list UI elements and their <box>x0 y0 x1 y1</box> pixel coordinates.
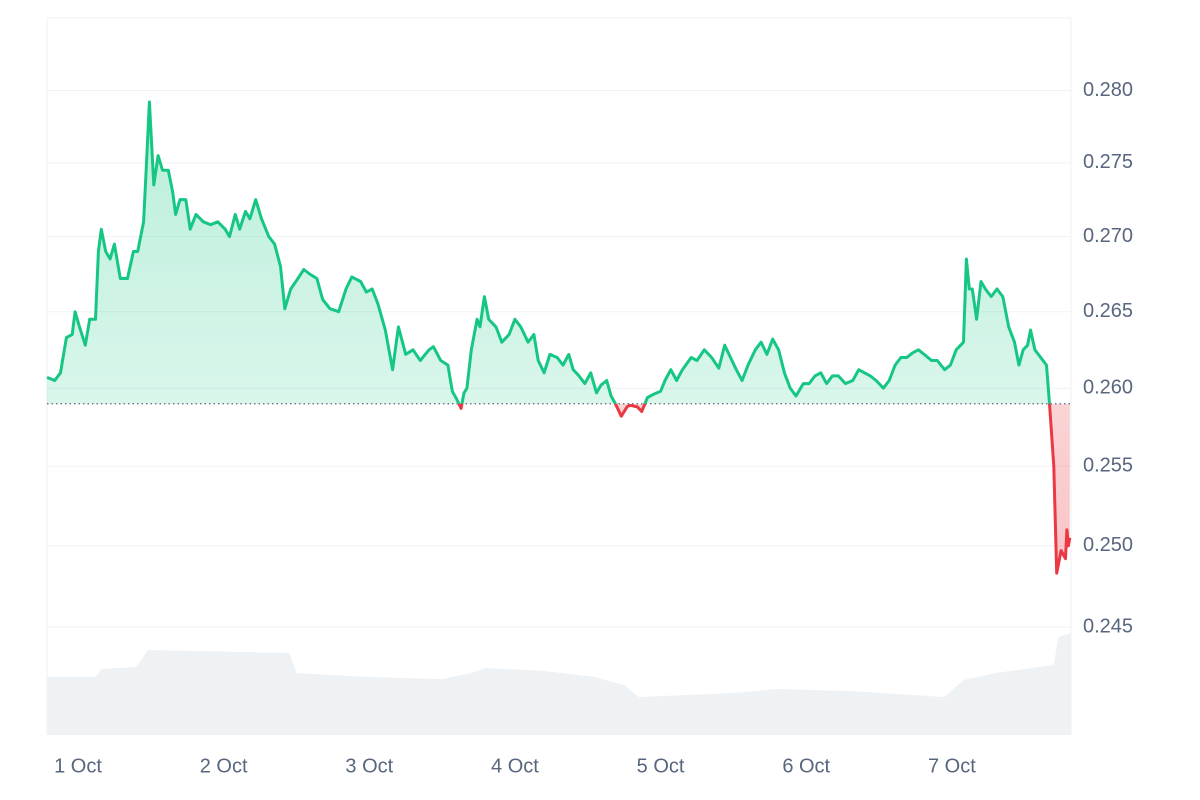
x-tick-label: 4 Oct <box>491 755 539 777</box>
y-tick-label: 0.250 <box>1083 534 1133 556</box>
y-tick-label: 0.260 <box>1083 377 1133 399</box>
x-tick-label: 3 Oct <box>345 755 393 777</box>
x-tick-label: 2 Oct <box>200 755 248 777</box>
y-tick-label: 0.280 <box>1083 79 1133 101</box>
x-tick-label: 1 Oct <box>54 755 102 777</box>
price-line-up <box>46 100 1052 404</box>
area-above <box>47 102 1050 404</box>
y-tick-label: 0.245 <box>1083 615 1133 637</box>
x-tick-label: 5 Oct <box>637 755 685 777</box>
y-tick-label: 0.270 <box>1083 225 1133 247</box>
x-tick-label: 6 Oct <box>782 755 830 777</box>
y-tick-label: 0.255 <box>1083 455 1133 477</box>
y-tick-label: 0.275 <box>1083 151 1133 173</box>
y-tick-label: 0.265 <box>1083 300 1133 322</box>
volume-area <box>47 633 1071 735</box>
x-tick-label: 7 Oct <box>928 755 976 777</box>
